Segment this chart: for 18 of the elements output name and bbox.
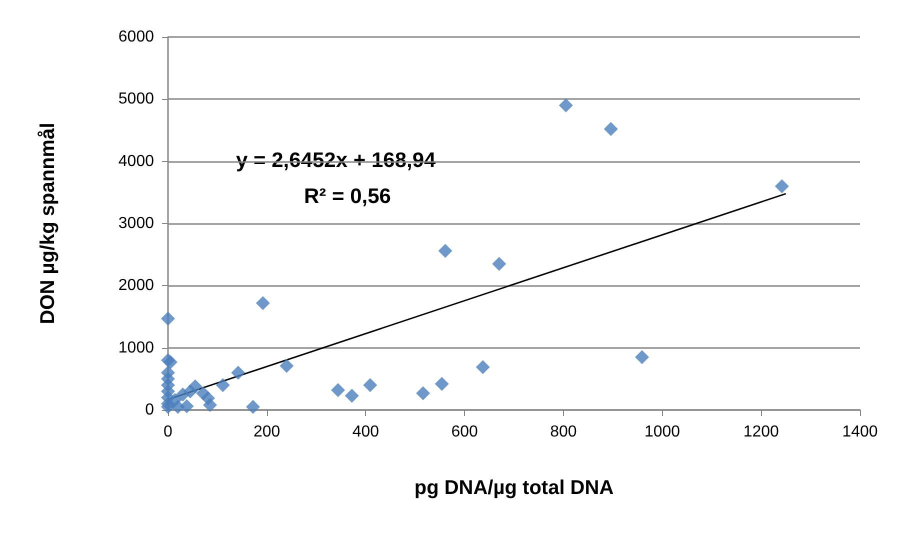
y-axis-title: DON µg/kg spannmål [37, 122, 59, 324]
x-axis-title: pg DNA/µg total DNA [414, 477, 614, 499]
annotation: R² = 0,56 [304, 185, 391, 208]
y-tick-label: 4000 [118, 152, 154, 170]
x-tick-label: 0 [164, 424, 173, 440]
x-tick-label: 1200 [743, 424, 780, 440]
x-tick-label: 1000 [644, 424, 680, 440]
x-tick-label: 1400 [842, 424, 878, 440]
y-tick-label: 1000 [118, 339, 154, 356]
y-tick-label: 2000 [118, 277, 154, 294]
x-tick-label: 600 [451, 424, 478, 440]
x-tick-label: 200 [254, 424, 280, 440]
y-tick-label: 6000 [118, 28, 154, 46]
y-tick-label: 0 [145, 402, 154, 418]
y-tick-label: 3000 [118, 215, 154, 232]
y-tick-label: 5000 [118, 90, 154, 108]
x-tick-label: 400 [352, 424, 380, 440]
x-tick-label: 800 [550, 424, 577, 440]
